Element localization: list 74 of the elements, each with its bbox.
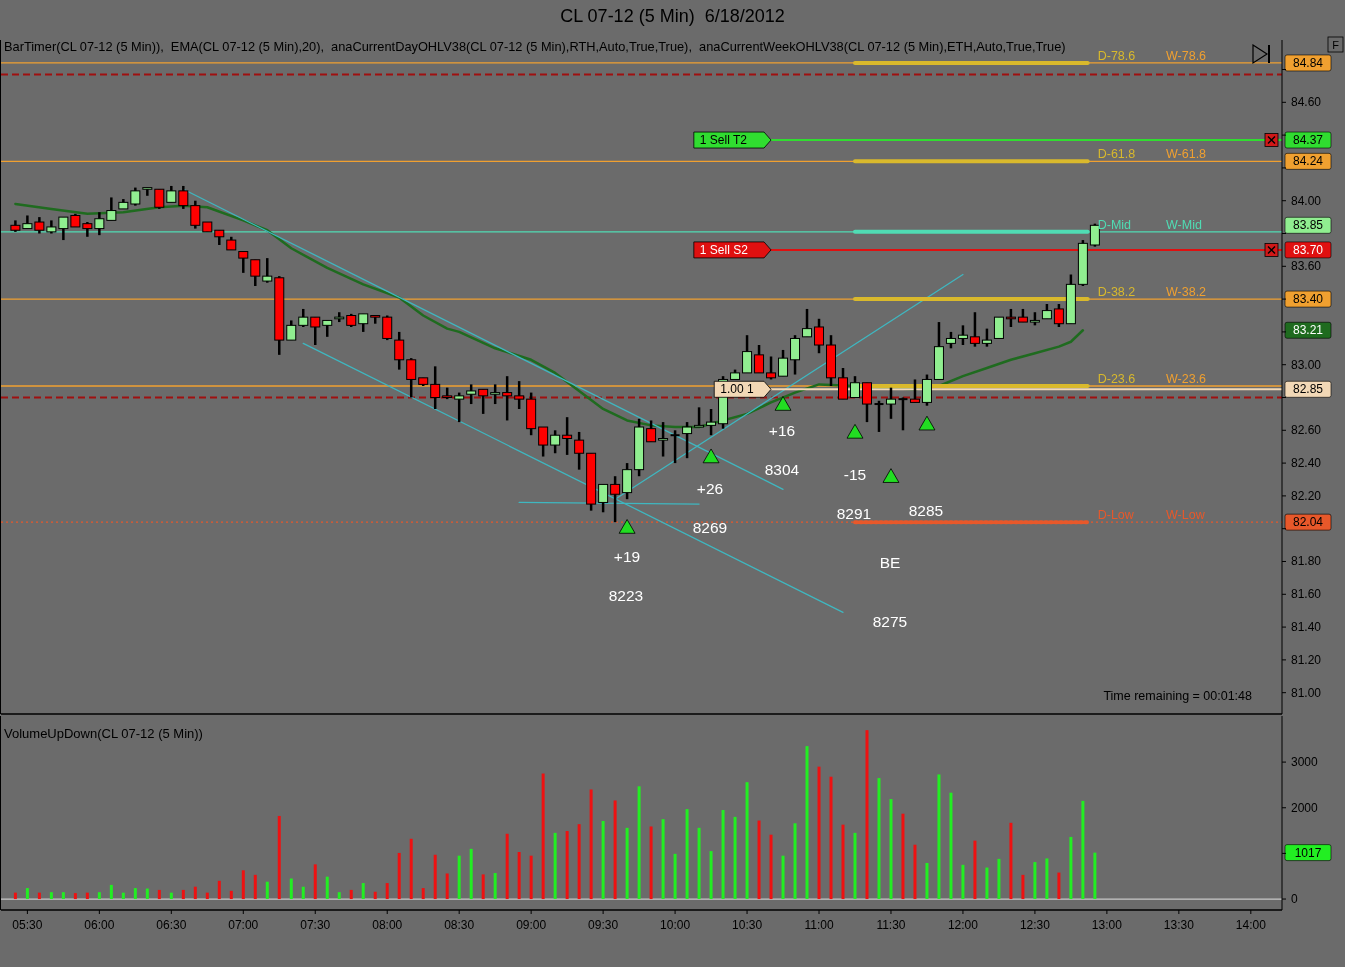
- y-tick-label: 3000: [1291, 755, 1319, 770]
- series-label: D-Mid: [1097, 217, 1132, 232]
- y-tick-label: 2000: [1291, 800, 1319, 815]
- series-label: D-Low: [1097, 508, 1135, 523]
- annotation: -15: [843, 465, 867, 483]
- series-label: 1 Sell S2: [699, 242, 749, 257]
- annotation: 84.24: [1292, 154, 1324, 169]
- x-tick-label: 12:30: [1019, 918, 1051, 932]
- annotation: 8269: [692, 518, 728, 536]
- x-tick-label: 10:00: [660, 918, 691, 932]
- x-tick-label: 10:30: [732, 918, 763, 932]
- x-tick-label: 06:00: [84, 918, 115, 932]
- annotation: 84.37: [1292, 133, 1324, 148]
- x-tick-label: 11:00: [804, 918, 834, 932]
- y-tick-label: 0: [1291, 892, 1298, 907]
- x-tick-label: 13:00: [1091, 918, 1123, 932]
- text: 1 Sell T2: [699, 133, 748, 148]
- annotation: Time remaining = 00:01:48: [1103, 689, 1253, 703]
- ref-line-label: W-38.2: [1166, 285, 1207, 300]
- annotation: 83.40: [1292, 292, 1324, 307]
- series-label: D-61.8: [1097, 147, 1136, 162]
- x-tick-label: 09:00: [516, 918, 547, 932]
- series-label: D-78.6: [1097, 48, 1136, 63]
- y-tick-label: 84.00: [1291, 193, 1322, 208]
- ref-line-label: W-23.6: [1166, 372, 1207, 387]
- x-tick-label: 07:30: [300, 918, 331, 932]
- y-tick-label: 83.00: [1291, 357, 1322, 372]
- annotation: 8275: [872, 612, 908, 630]
- y-tick-label: 84.60: [1291, 95, 1322, 110]
- text: VolumeUpDown(CL 07-12 (5 Min)): [4, 725, 203, 741]
- ref-line-label: W-Mid: [1166, 217, 1202, 232]
- chart-subtitle: BarTimer(CL 07-12 (5 Min)), EMA(CL 07-12 (5 Min),20), anaCurrentDayOHLV38(CL 07-12 (5 Min),RTH,Auto,True,True), anaCurrentWeekOHLV38(CL 07-12 (5 Min),ETH,Auto,True,True): [4, 38, 1066, 54]
- y-tick-label: 83.60: [1291, 259, 1322, 274]
- x-tick-label: 07:00: [228, 918, 259, 932]
- x-tick-label: 08:00: [372, 918, 403, 932]
- x-tick-label: 11:30: [876, 918, 906, 932]
- annotation: 82.04: [1292, 515, 1324, 530]
- y-tick-label: 81.40: [1291, 620, 1322, 635]
- x-tick-label: 13:30: [1163, 918, 1195, 932]
- series-label: 1.00 1: [720, 382, 754, 397]
- text: 83.85: [1292, 218, 1324, 233]
- x-tick-label: 05:30: [12, 918, 43, 932]
- annotation: 83.70: [1292, 242, 1324, 257]
- y-tick-label: 81.20: [1291, 652, 1322, 667]
- y-tick-label: 81.60: [1291, 587, 1322, 602]
- y-tick-label: 82.40: [1291, 456, 1322, 471]
- y-tick-label: 81.00: [1291, 685, 1322, 700]
- chart-title: CL 07-12 (5 Min) 6/18/2012: [560, 6, 785, 26]
- annotation: 8223: [608, 586, 644, 604]
- ref-line-label: W-78.6: [1166, 48, 1207, 63]
- text: 1017: [1294, 845, 1322, 860]
- x-tick-label: 06:30: [156, 918, 187, 932]
- series-label: D-23.6: [1097, 372, 1136, 387]
- annotation: 8304: [764, 460, 800, 478]
- x-tick-label: 14:00: [1235, 918, 1267, 932]
- annotation: 8291: [836, 504, 872, 522]
- x-tick-label: 12:00: [947, 918, 979, 932]
- annotation: +16: [768, 421, 796, 439]
- ref-line-label: W-61.8: [1166, 147, 1207, 162]
- annotation: 8285: [908, 501, 944, 519]
- annotation: 84.84: [1292, 55, 1324, 70]
- annotation: +19: [613, 547, 641, 565]
- x-tick-label: 09:30: [588, 918, 619, 932]
- text: 83.21: [1292, 323, 1324, 338]
- annotation: BE: [879, 553, 901, 571]
- y-tick-label: 81.80: [1291, 554, 1322, 569]
- text: F: [1332, 38, 1340, 51]
- y-tick-label: 82.60: [1291, 423, 1322, 438]
- x-tick-label: 08:30: [444, 918, 475, 932]
- annotation: +26: [696, 479, 724, 497]
- y-tick-label: 82.20: [1291, 488, 1322, 503]
- series-label: D-38.2: [1097, 285, 1136, 300]
- annotation: 82.85: [1292, 382, 1324, 397]
- ref-line-label: W-Low: [1166, 508, 1206, 523]
